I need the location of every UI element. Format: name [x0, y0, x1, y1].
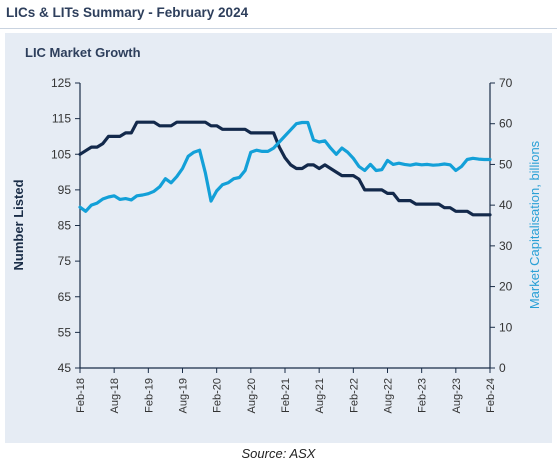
x-tick-label: Aug-21	[314, 378, 326, 413]
series-layer	[78, 120, 492, 217]
left-tick-label: 95	[58, 183, 72, 197]
right-tick-label: 30	[499, 239, 513, 253]
left-tick-label: 125	[51, 76, 71, 90]
x-tick-label: Feb-19	[143, 378, 155, 413]
x-tick-label: Aug-23	[451, 378, 463, 413]
right-tick-label: 0	[499, 361, 506, 375]
x-tick-label: Feb-21	[280, 378, 292, 413]
left-tick-label: 85	[58, 219, 72, 233]
x-tick-label: Aug-19	[178, 378, 190, 413]
x-tick-label: Feb-20	[212, 378, 224, 413]
market-growth-chart: LIC Market Growth 45 55 65 75 85 95 105 115 125 0…	[11, 45, 542, 413]
x-tick-label: Feb-18	[75, 378, 87, 413]
right-tick-label: 40	[499, 198, 513, 212]
number-listed-line	[78, 120, 492, 217]
market-cap-line	[78, 120, 492, 213]
right-tick-label: 20	[499, 280, 513, 294]
left-tick-label: 75	[58, 254, 72, 268]
left-tick-label: 105	[51, 147, 71, 161]
left-tick-label: 65	[58, 290, 72, 304]
report-title: LICs & LITs Summary - February 2024	[6, 5, 249, 20]
x-tick-label: Feb-22	[348, 378, 360, 413]
source-note: Source: ASX	[241, 446, 316, 461]
x-tick-label: Aug-20	[246, 378, 258, 413]
chart-axes: 45 55 65 75 85 95 105 115 125 0 10 20 30 40 50 60 70 Feb-…	[51, 76, 513, 413]
right-tick-label: 60	[499, 117, 513, 131]
header-divider	[0, 28, 557, 29]
x-tick-label: Aug-18	[109, 378, 121, 413]
right-axis-label: Market Capitalisation, billions	[527, 140, 542, 309]
right-tick-label: 70	[499, 76, 513, 90]
left-axis-label: Number Listed	[11, 179, 26, 270]
x-tick-label: Feb-23	[417, 378, 429, 413]
x-tick-label: Aug-22	[383, 378, 395, 413]
chart-title: LIC Market Growth	[25, 45, 141, 60]
right-tick-label: 50	[499, 157, 513, 171]
left-tick-label: 55	[58, 325, 72, 339]
left-tick-label: 45	[58, 361, 72, 375]
left-tick-label: 115	[52, 112, 71, 126]
right-tick-label: 10	[499, 320, 513, 334]
x-tick-label: Feb-24	[485, 378, 497, 413]
chart-panel: LIC Market Growth 45 55 65 75 85 95 105 115 125 0…	[5, 33, 552, 443]
